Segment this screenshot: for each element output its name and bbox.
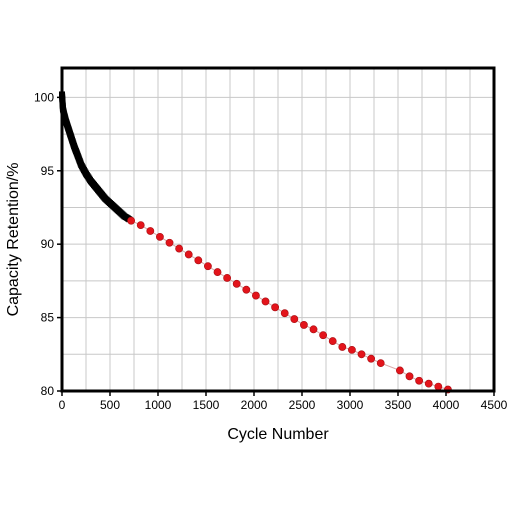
y-tick-label: 80 — [41, 384, 55, 398]
data-point-red — [165, 238, 174, 247]
grid-lines — [62, 68, 494, 391]
y-axis-title: Capacity Retention/% — [5, 163, 22, 317]
data-point-red — [184, 250, 193, 259]
x-tick-label: 3500 — [385, 398, 412, 412]
data-point-red — [271, 303, 280, 312]
x-tick-label: 4500 — [481, 398, 508, 412]
x-tick-label: 500 — [100, 398, 120, 412]
x-tick-label: 0 — [59, 398, 66, 412]
data-point-red — [156, 232, 164, 241]
data-point-red — [367, 354, 376, 363]
data-point-red — [376, 359, 385, 368]
data-point-red — [300, 321, 308, 329]
data-point-red — [396, 366, 404, 375]
x-tick-label: 2500 — [289, 398, 316, 412]
data-point-red — [232, 279, 241, 288]
data-point-red — [175, 244, 184, 253]
data-point-red — [213, 268, 222, 276]
x-tick-label: 1000 — [145, 398, 172, 412]
x-axis-title: Cycle Number — [227, 426, 329, 443]
data-point-red — [127, 216, 136, 225]
y-tick-label: 100 — [34, 90, 54, 104]
data-points — [59, 91, 452, 394]
data-point-red — [434, 382, 443, 391]
data-point-red — [415, 376, 424, 385]
data-point-red — [338, 343, 347, 351]
x-tick-label: 1500 — [193, 398, 220, 412]
data-point-red — [242, 285, 251, 294]
data-point-red — [357, 350, 366, 359]
data-point-red — [405, 372, 414, 381]
data-point-red — [290, 315, 299, 323]
data-point-red — [280, 309, 289, 318]
plot-frame — [60, 66, 496, 393]
data-point-red — [309, 325, 318, 334]
x-tick-label: 3000 — [337, 398, 364, 412]
data-point-red — [328, 337, 337, 345]
data-point-red — [252, 291, 260, 300]
data-point-red — [223, 274, 232, 282]
x-tick-label: 4000 — [433, 398, 460, 412]
data-point-red — [204, 262, 212, 271]
data-point-red — [319, 331, 328, 340]
x-tick-label: 2000 — [241, 398, 268, 412]
data-point-red — [348, 345, 356, 354]
data-point-red — [194, 256, 203, 265]
y-tick-label: 95 — [41, 164, 55, 178]
y-tick-label: 85 — [41, 311, 55, 325]
data-point-red — [261, 297, 270, 306]
y-tick-label: 90 — [41, 237, 55, 251]
axis-ticks: 0 500 1000 1500 2000 2500 3000 3500 4000 4500 80 85… — [34, 90, 508, 412]
data-point-red — [136, 221, 145, 229]
data-point-red — [424, 379, 433, 388]
data-point-red — [146, 227, 155, 235]
